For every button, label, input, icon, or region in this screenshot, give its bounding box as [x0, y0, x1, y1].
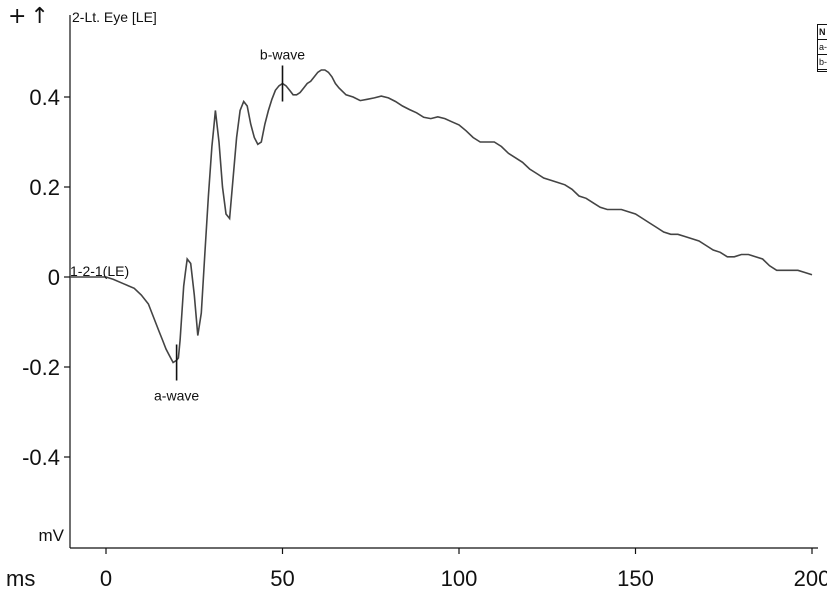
series-label: 1-2-1(LE) [70, 263, 129, 279]
plus-icon[interactable]: + [8, 4, 27, 29]
x-axis-unit-label: ms [6, 566, 35, 590]
y-tick-label: 0.4 [29, 85, 60, 110]
x-axis: 0 50 100 150 200 [70, 547, 827, 590]
chart-title: 2-Lt. Eye [LE] [72, 9, 157, 25]
arrow-up-icon[interactable]: ↑ [30, 4, 49, 29]
y-axis: -0.4 -0.2 0 0.2 0.4 [22, 15, 71, 548]
legend-table: N a- b- [817, 24, 827, 72]
x-tick-label: 150 [617, 566, 654, 590]
x-tick-label: 50 [270, 566, 294, 590]
y-tick-label: 0.2 [29, 175, 60, 200]
x-tick-label: 200 [794, 566, 827, 590]
series-line [70, 69, 813, 364]
y-tick-label: -0.2 [22, 355, 60, 380]
x-tick-label: 100 [441, 566, 478, 590]
x-tick-label: 0 [100, 566, 112, 590]
marker-label: b-wave [260, 47, 305, 63]
y-tick-label: 0 [48, 265, 60, 290]
marker-label: a-wave [154, 388, 199, 404]
y-axis-unit-label: mV [39, 526, 65, 545]
markers: a-wave b-wave [154, 47, 305, 404]
chart-toolbar: + ↑ [8, 6, 49, 28]
legend-table-row: b- [818, 55, 827, 70]
legend-table-header: N [818, 25, 827, 40]
legend-table-row: a- [818, 40, 827, 55]
y-tick-label: -0.4 [22, 445, 60, 470]
